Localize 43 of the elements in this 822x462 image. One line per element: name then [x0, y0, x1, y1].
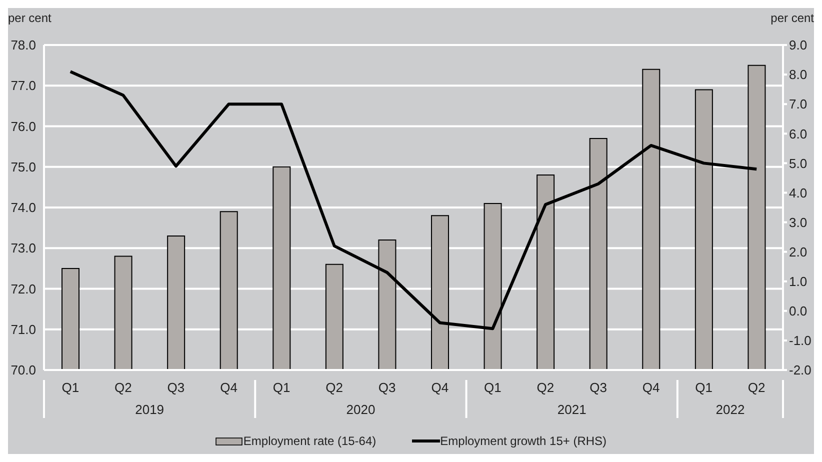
y-tick-label: 77.0 — [10, 78, 36, 94]
y-tick-label: 73.0 — [10, 240, 36, 256]
y-axis-title: per cent — [8, 11, 52, 25]
x-tick-label: Q4 — [431, 380, 449, 395]
x-tick-label: Q3 — [590, 380, 607, 395]
y2-tick-label: 5.0 — [789, 156, 808, 171]
x-tick-label: Q2 — [536, 380, 554, 395]
y2-tick-label: 4.0 — [789, 185, 808, 200]
y2-tick-label: 6.0 — [789, 126, 808, 142]
text: 2022 — [716, 402, 745, 417]
y-tick-label: 72.0 — [10, 281, 36, 296]
y2-tick-label: 9.0 — [789, 38, 808, 53]
y2-tick-label: 8.0 — [789, 67, 808, 82]
y2-tick-label: 3.0 — [789, 214, 808, 230]
x-tick-label: Q2 — [114, 380, 132, 395]
x-tick-label: Q1 — [484, 380, 502, 395]
text: 2021 — [557, 402, 586, 417]
y2-axis-title: per cent — [770, 11, 814, 25]
y-tick-label: 78.0 — [10, 38, 36, 53]
x-tick-label: Q3 — [378, 380, 396, 395]
y-tick-label: 70.0 — [10, 362, 36, 378]
text: 2019 — [135, 402, 164, 417]
x-tick-label: Q2 — [748, 380, 766, 395]
y2-tick-label: 1.0 — [789, 274, 808, 289]
y2-tick-label: 0.0 — [789, 304, 808, 319]
x-tick-label: Q3 — [167, 380, 185, 395]
x-tick-label: Q4 — [642, 380, 660, 395]
x-tick-label: Q2 — [326, 380, 343, 395]
legend-label: Employment rate (15-64) — [243, 434, 376, 448]
text: 2020 — [346, 402, 376, 417]
y2-tick-label: 2.0 — [789, 244, 808, 260]
x-tick-label: Q4 — [220, 380, 238, 395]
y2-tick-label: -1.0 — [789, 333, 812, 348]
y-tick-label: 74.0 — [10, 200, 36, 216]
y-tick-label: 76.0 — [10, 118, 36, 134]
y-tick-label: 75.0 — [10, 159, 36, 174]
y-tick-label: 71.0 — [10, 322, 36, 337]
x-tick-label: Q1 — [272, 380, 290, 395]
x-tick-label: Q1 — [695, 380, 712, 395]
x-tick-label: Q1 — [62, 380, 80, 395]
legend-label: Employment growth 15+ (RHS) — [440, 434, 607, 448]
y2-tick-label: 7.0 — [789, 96, 808, 112]
y2-tick-label: -2.0 — [789, 362, 812, 378]
